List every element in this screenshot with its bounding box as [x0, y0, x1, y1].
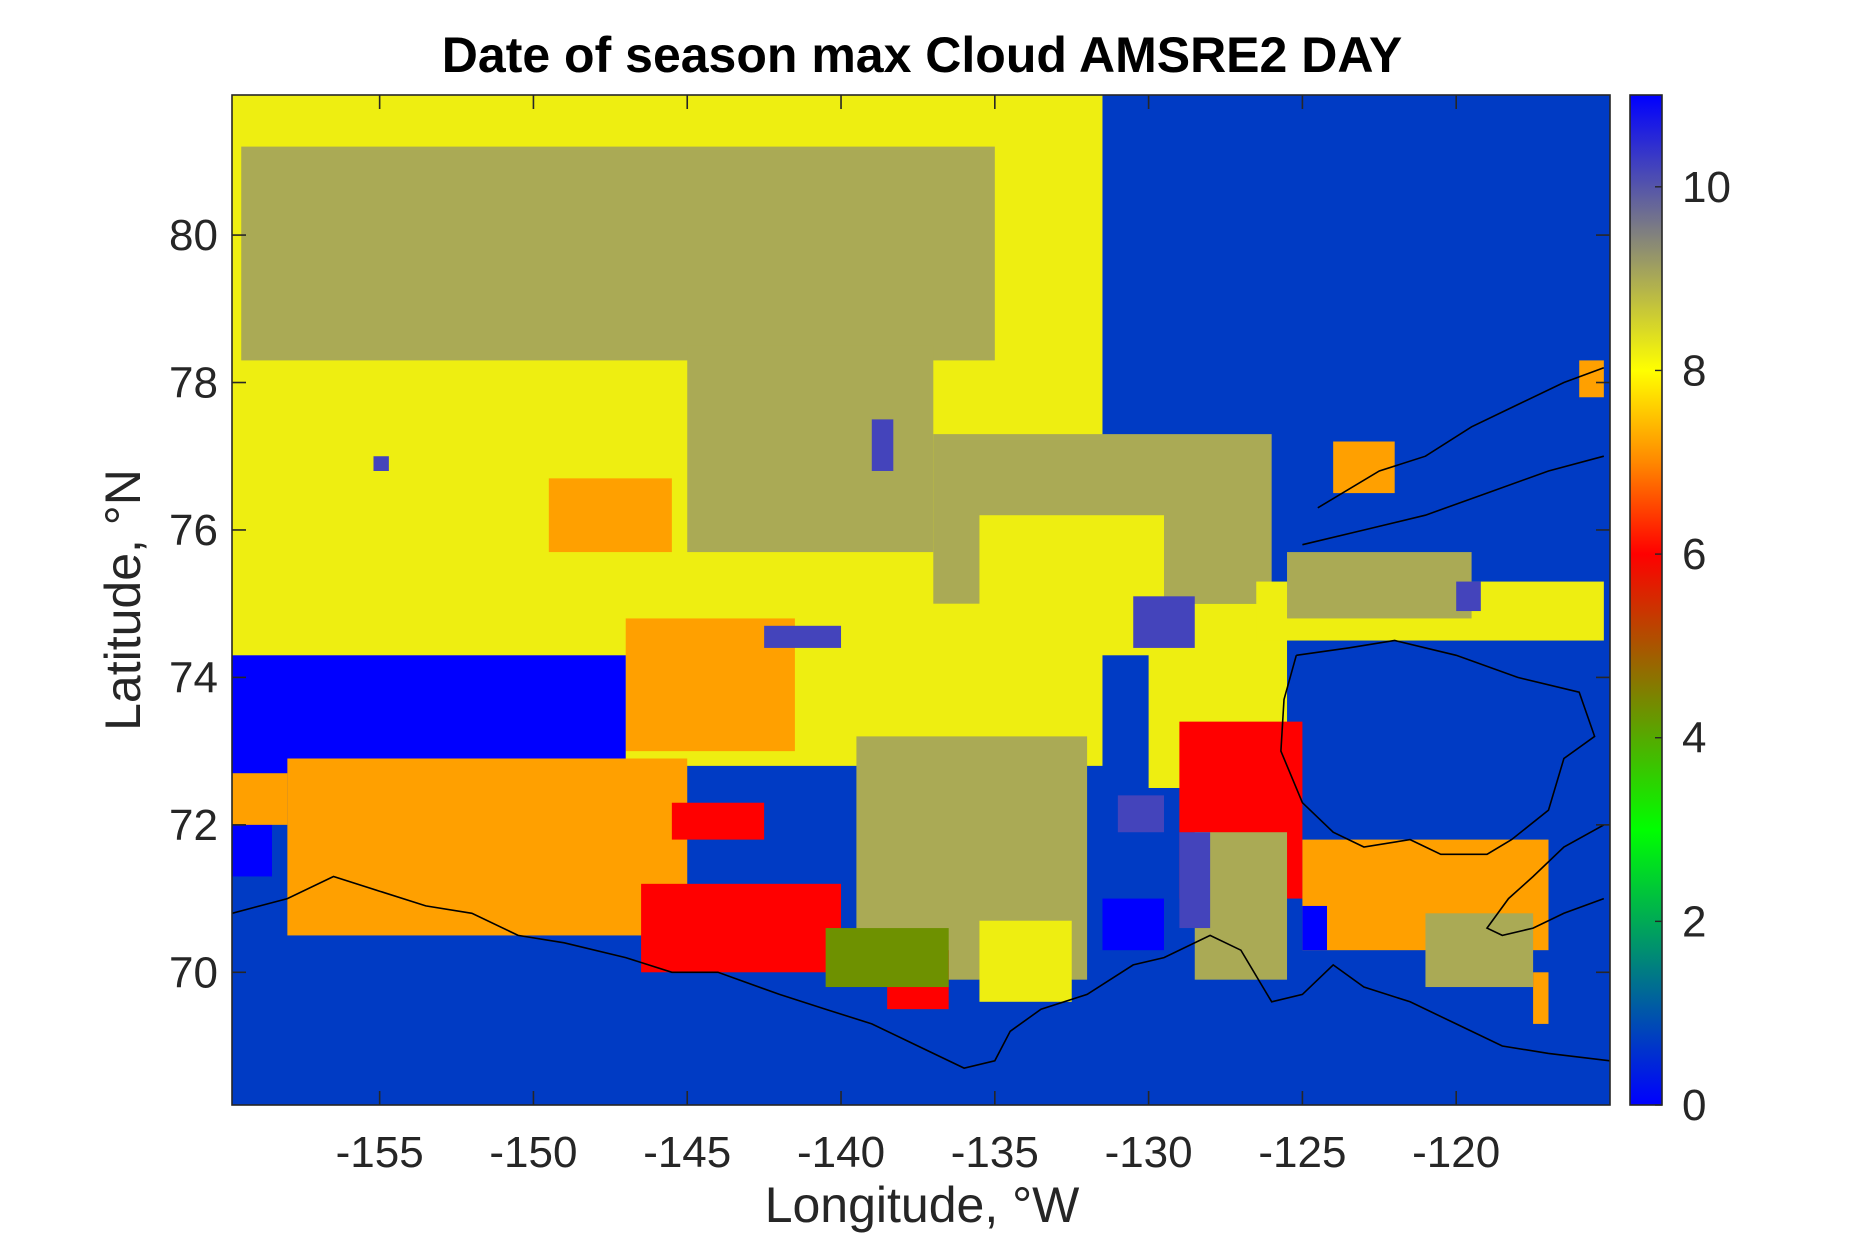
heatmap-region-13	[548, 478, 672, 553]
heatmap-region-18	[641, 883, 842, 973]
plot-frame	[231, 94, 1611, 1106]
heatmap-region-17	[232, 773, 288, 825]
y-axis: 70 72 74 76 78 80	[169, 211, 1610, 997]
colorbar: 0 2 4 6 8 10	[1629, 94, 1731, 1130]
colorbar-tick-label: 2	[1682, 897, 1706, 946]
colorbar-tick-label: 0	[1682, 1081, 1706, 1130]
heatmap-region-25	[1102, 898, 1164, 951]
heatmap-region-23	[1194, 832, 1288, 980]
x-tick-label: -130	[1105, 1128, 1193, 1177]
banks-island-coast	[1280, 639, 1596, 856]
heatmap-region-21	[825, 928, 949, 988]
heatmap-region-29	[1533, 972, 1549, 1024]
heatmap-region-9	[1579, 360, 1604, 398]
heatmap-region-8	[1333, 441, 1395, 494]
heatmap-region-24	[1179, 832, 1211, 929]
y-tick-label: 72	[169, 801, 218, 850]
y-tick-label: 80	[169, 211, 218, 260]
northern-islands-coast	[1317, 367, 1605, 509]
heatmap-region-16	[287, 758, 688, 936]
northern-islands-coast-2	[1302, 455, 1605, 546]
heatmap-region-2	[687, 345, 934, 553]
victoria-island-coast	[1485, 824, 1605, 937]
x-tick-label: -140	[797, 1128, 885, 1177]
heatmap-region-30	[1302, 905, 1328, 951]
y-axis-label: Latitude, °N	[95, 469, 151, 731]
chart-title: Date of season max Cloud AMSRE2 DAY	[442, 27, 1402, 83]
heatmap-region-31	[764, 625, 842, 648]
heatmap-region-34	[373, 456, 389, 471]
colorbar-tick-label: 6	[1682, 530, 1706, 579]
x-tick-label: -120	[1412, 1128, 1500, 1177]
colorbar-tick-label: 8	[1682, 346, 1706, 395]
coastlines	[232, 367, 1610, 1069]
colorbar-ticks: 0 2 4 6 8 10	[1655, 163, 1731, 1130]
x-tick-label: -125	[1258, 1128, 1346, 1177]
colorbar-gradient	[1629, 94, 1663, 1106]
x-tick-label: -135	[951, 1128, 1039, 1177]
heatmap-region-15	[232, 817, 272, 877]
x-axis-label: Longitude, °W	[765, 1177, 1080, 1233]
y-tick-label: 78	[169, 359, 218, 408]
heatmap-regions	[232, 95, 1604, 1024]
y-tick-label: 74	[169, 653, 218, 702]
y-tick-label: 76	[169, 506, 218, 555]
x-axis: -155 -150 -145 -140 -135 -130 -125 -120	[336, 95, 1500, 1177]
heatmap-region-32	[1133, 596, 1195, 648]
north-american-coast	[232, 875, 1610, 1069]
x-tick-label: -150	[489, 1128, 577, 1177]
heatmap-region-35	[1456, 581, 1481, 612]
x-tick-label: -145	[643, 1128, 731, 1177]
x-tick-label: -155	[336, 1128, 424, 1177]
colorbar-tick-label: 4	[1682, 714, 1706, 763]
heatmap-region-1	[241, 146, 995, 361]
y-tick-label: 70	[169, 948, 218, 997]
heatmap-region-28	[1425, 913, 1534, 988]
heatmap-region-19	[671, 802, 765, 840]
colorbar-tick-label: 10	[1682, 163, 1731, 212]
heatmap-region-14	[232, 655, 626, 774]
heatmap-region-26	[1117, 795, 1164, 833]
heatmap-region-33	[871, 419, 894, 471]
heatmap-region-7	[1287, 552, 1472, 619]
heatmap-region-11	[979, 920, 1072, 1002]
